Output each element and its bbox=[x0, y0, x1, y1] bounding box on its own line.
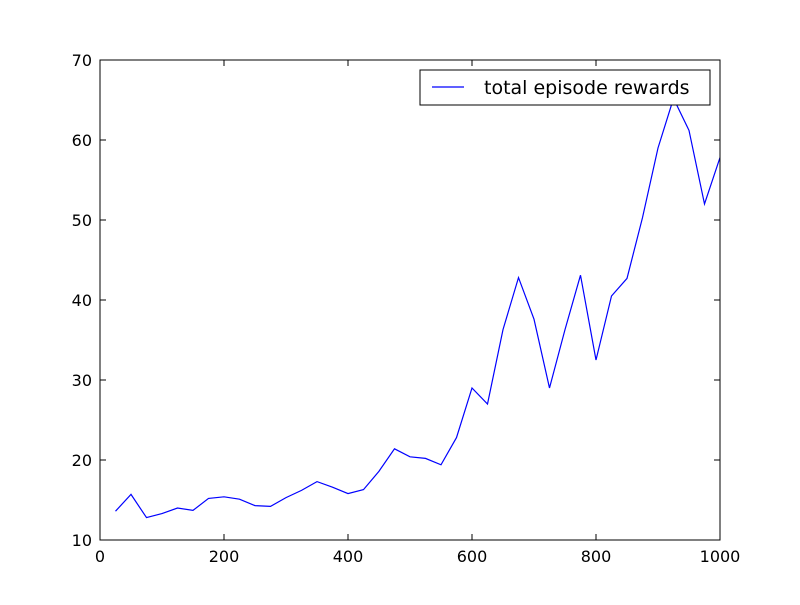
y-tick-label: 40 bbox=[72, 291, 92, 310]
y-tick-label: 20 bbox=[72, 451, 92, 470]
legend-label: total episode rewards bbox=[484, 77, 690, 99]
x-tick-label: 600 bbox=[457, 547, 488, 566]
x-tick-label: 400 bbox=[333, 547, 364, 566]
plot-frame bbox=[99, 59, 721, 541]
x-tick-label: 200 bbox=[209, 547, 240, 566]
x-tick-label: 1000 bbox=[700, 547, 741, 566]
y-tick-label: 60 bbox=[72, 131, 92, 150]
y-tick-label: 70 bbox=[72, 51, 92, 70]
y-tick-label: 50 bbox=[72, 211, 92, 230]
series-layer bbox=[115, 96, 721, 519]
x-tick-label: 0 bbox=[95, 547, 105, 566]
y-tick-label: 10 bbox=[72, 531, 92, 550]
legend-box bbox=[419, 69, 711, 106]
legend: total episode rewards bbox=[419, 69, 711, 106]
x-tick-label: 800 bbox=[581, 547, 612, 566]
series-line bbox=[115, 96, 721, 519]
y-tick-label: 30 bbox=[72, 371, 92, 390]
